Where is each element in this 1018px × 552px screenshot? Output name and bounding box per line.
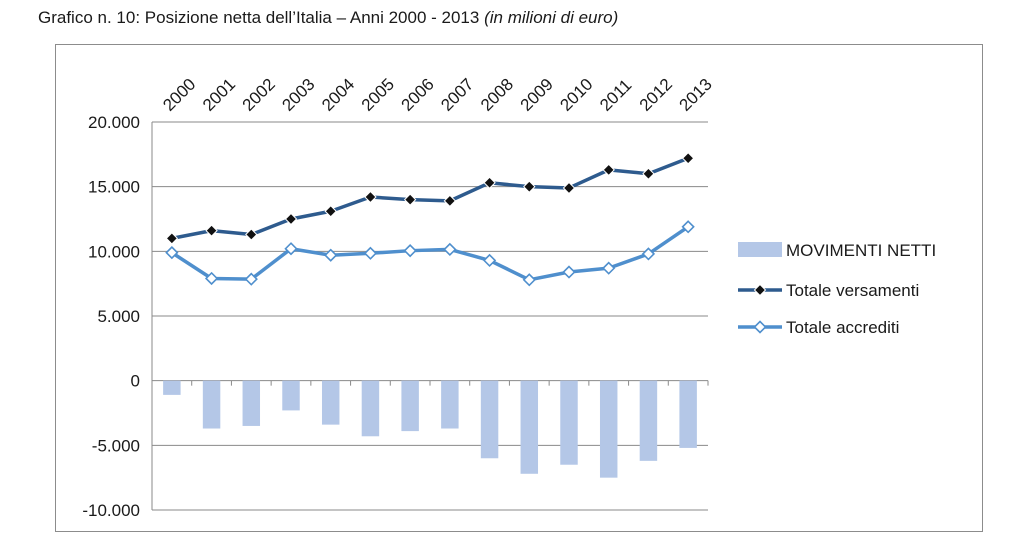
marker-versamenti [364, 190, 377, 204]
x-tick-label: 2001 [199, 75, 239, 115]
marker-versamenti [602, 163, 615, 177]
marker-versamenti [205, 224, 218, 237]
x-tick-label: 2008 [477, 75, 517, 115]
legend-label: Totale accrediti [786, 318, 899, 337]
bar-movimenti-netti [282, 380, 300, 411]
bar-movimenti-netti [560, 380, 578, 465]
line-totale-accrediti [170, 225, 690, 282]
marker-versamenti [483, 176, 496, 189]
bar-movimenti-netti [361, 380, 380, 437]
marker-versamenti [523, 180, 536, 193]
x-tick-label: 2006 [398, 75, 438, 115]
marker-versamenti [324, 205, 337, 218]
chart-frame [55, 44, 983, 532]
marker-versamenti [284, 212, 298, 226]
bar-movimenti-netti [321, 380, 340, 425]
bar-movimenti-netti [242, 380, 261, 426]
marker-accrediti [641, 247, 656, 261]
x-tick-label: 2010 [556, 75, 596, 115]
legend-marker-versamenti [753, 283, 767, 297]
x-tick-label: 2000 [159, 75, 199, 115]
marker-accrediti [204, 271, 219, 286]
marker-versamenti [165, 232, 179, 245]
marker-versamenti [681, 152, 695, 165]
chart-title-main: Grafico n. 10: Posizione netta dell’Ital… [38, 8, 480, 27]
bar-movimenti-netti [441, 380, 459, 429]
marker-accrediti [244, 272, 258, 286]
y-tick-label: -10.000 [82, 501, 140, 520]
x-tick-label: 2007 [437, 75, 477, 115]
marker-versamenti [642, 167, 655, 180]
x-tick-label: 2004 [318, 75, 358, 115]
marker-accrediti [602, 261, 616, 275]
bar-movimenti-netti [401, 380, 419, 432]
marker-accrediti [562, 265, 576, 279]
x-tick-label: 2003 [278, 75, 318, 115]
legend-swatch-bar [738, 242, 782, 257]
y-tick-label: 20.000 [88, 113, 140, 132]
y-tick-label: -5.000 [92, 436, 140, 455]
marker-versamenti [245, 228, 258, 241]
marker-accrediti [363, 246, 378, 260]
marker-accrediti [284, 242, 298, 256]
x-tick-label: 2011 [596, 76, 635, 115]
y-tick-label: 10.000 [88, 242, 140, 261]
x-tick-label: 2009 [517, 75, 557, 115]
marker-accrediti [403, 244, 417, 258]
legend-label: MOVIMENTI NETTI [786, 241, 936, 260]
x-tick-label: 2012 [636, 75, 676, 115]
bar-movimenti-netti [163, 380, 181, 395]
marker-accrediti [482, 253, 497, 268]
x-tick-label: 2002 [239, 75, 279, 115]
line-totale-versamenti [171, 156, 689, 241]
chart-title: Grafico n. 10: Posizione netta dell’Ital… [38, 8, 618, 28]
marker-versamenti [562, 181, 576, 195]
marker-accrediti [165, 245, 179, 260]
marker-accrediti [522, 273, 536, 287]
bar-movimenti-netti [639, 380, 658, 461]
y-tick-label: 5.000 [97, 307, 140, 326]
legend-label: Totale versamenti [786, 281, 919, 300]
bar-movimenti-netti [480, 380, 499, 459]
bar-movimenti-netti [599, 380, 618, 478]
chart-title-unit: (in milioni di euro) [484, 8, 619, 27]
y-tick-label: 0 [131, 372, 140, 391]
marker-accrediti [324, 248, 338, 262]
bar-movimenti-netti [520, 380, 539, 474]
marker-versamenti [403, 193, 417, 206]
y-tick-label: 15.000 [88, 178, 140, 197]
x-tick-label: 2013 [676, 75, 716, 115]
legend-marker-accrediti [753, 320, 767, 334]
x-tick-label: 2005 [358, 75, 398, 115]
marker-accrediti [681, 220, 695, 234]
marker-versamenti [443, 194, 457, 208]
bar-movimenti-netti [202, 380, 221, 429]
bar-movimenti-netti [679, 380, 697, 448]
marker-accrediti [443, 242, 457, 257]
